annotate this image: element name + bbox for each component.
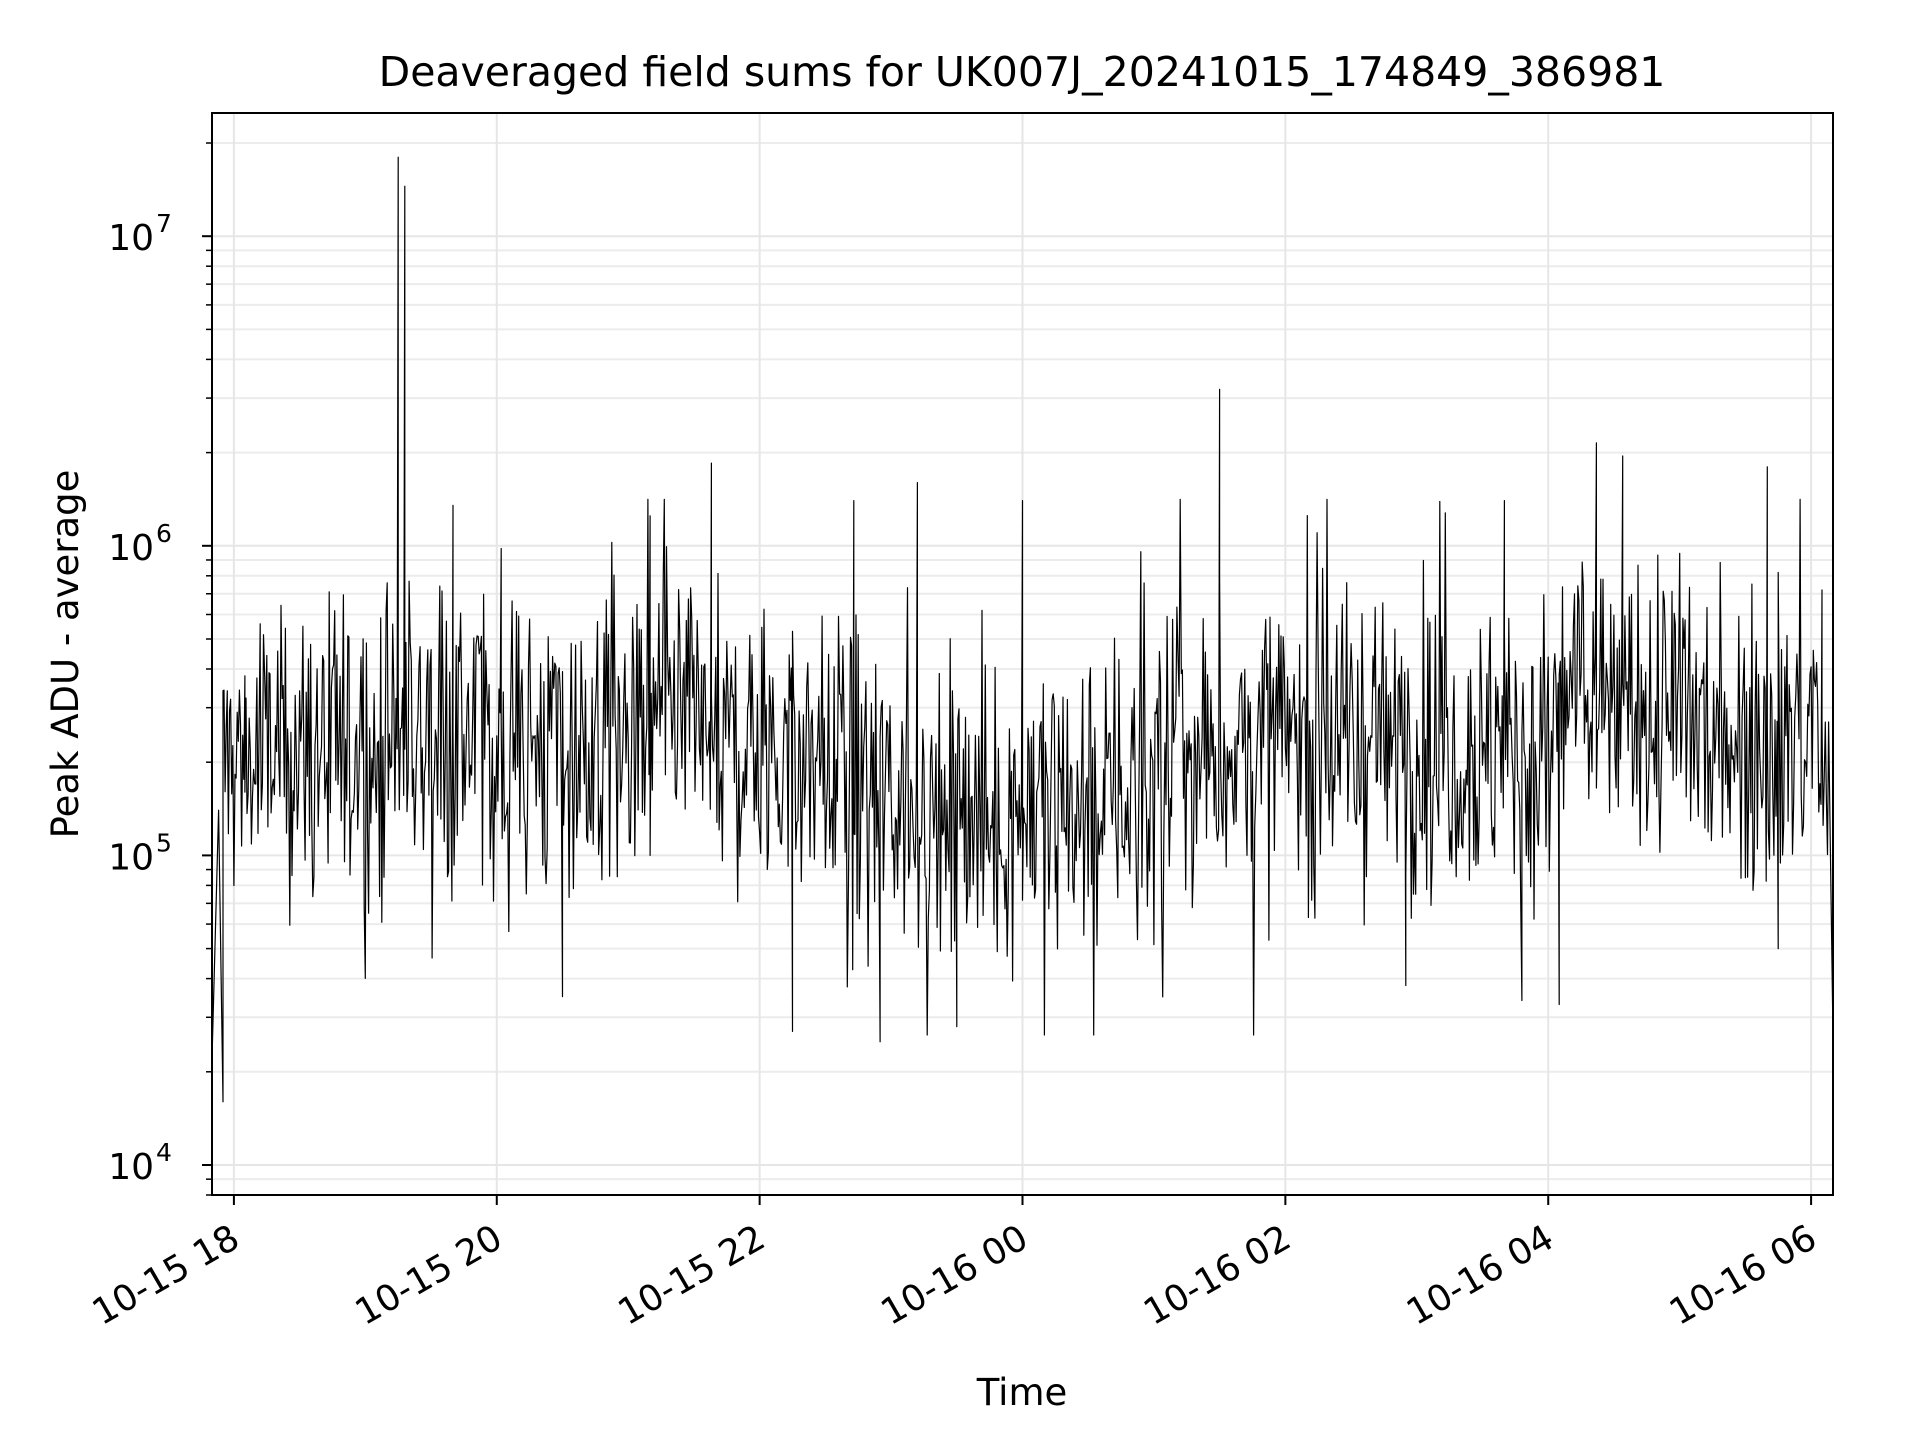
y-tick-label: 10 (108, 218, 154, 259)
y-tick-exponent: 7 (156, 209, 172, 238)
x-tick-label: 10-15 20 (349, 1217, 510, 1333)
y-tick-base: 10 (108, 528, 154, 569)
y-tick-label: 10 (108, 837, 154, 878)
x-tick-label: 10-16 02 (1137, 1217, 1298, 1333)
x-tick-label: 10-15 18 (86, 1217, 247, 1333)
x-tick-label: 10-16 00 (874, 1217, 1035, 1333)
y-tick-base: 10 (108, 837, 154, 878)
series-line (211, 156, 1834, 1103)
x-axis-label: Time (976, 1371, 1068, 1414)
y-tick-label: 10 (108, 528, 154, 569)
series (211, 156, 1834, 1103)
x-tick-label: 10-16 04 (1400, 1217, 1561, 1333)
y-tick-base: 10 (108, 218, 154, 259)
x-axis: 10-15 18 10-15 20 10-15 22 10-16 00 10-16 02… (86, 1195, 1824, 1334)
y-tick-base: 10 (108, 1147, 154, 1188)
y-tick-label: 10 (108, 1147, 154, 1188)
x-tick-label: 10-15 22 (611, 1217, 772, 1333)
x-tick-label: 10-16 06 (1663, 1217, 1824, 1333)
y-axis-label: Peak ADU - average (44, 470, 87, 839)
y-tick-exponent: 6 (156, 519, 172, 548)
chart-title: Deaveraged field sums for UK007J_2024101… (379, 48, 1666, 96)
y-tick-exponent: 4 (156, 1138, 172, 1167)
y-tick-exponent: 5 (156, 828, 172, 857)
